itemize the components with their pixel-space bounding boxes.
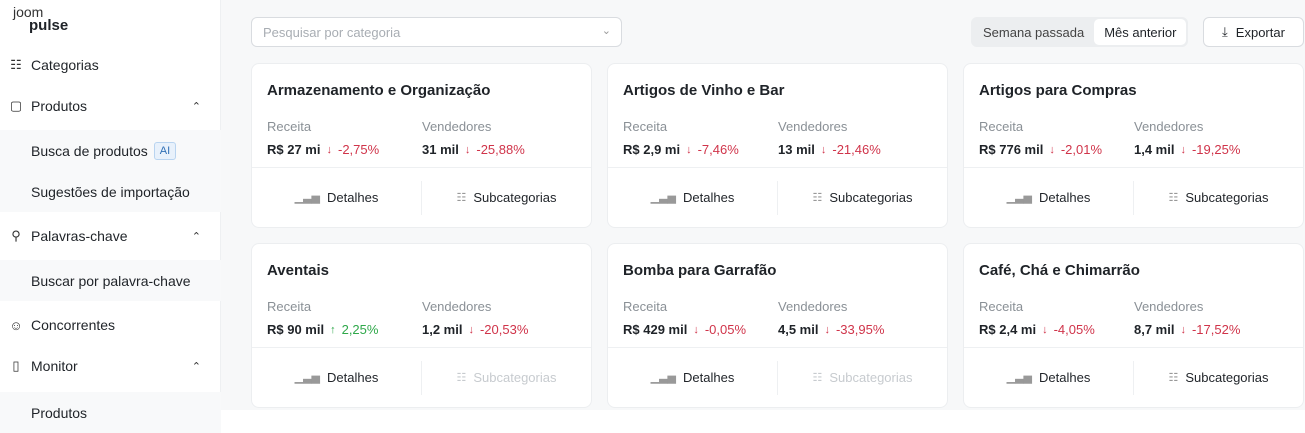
sidebar-item-produtos[interactable]: ▢ Produtos ⌃ — [9, 98, 201, 114]
card-title: Bomba para Garrafão — [623, 262, 777, 279]
user-icon: ☺ — [9, 317, 23, 333]
arrow-down-icon: ↓ — [824, 323, 830, 336]
sidebar: joom pulse ☷ Categorias ▢ Produtos ⌃ Busca d… — [0, 0, 221, 433]
subcategories-button[interactable]: ☷ Subcategorias — [777, 360, 947, 395]
category-card: Bomba para Garrafão Receita R$ 429 mil ↓ -… — [607, 243, 948, 408]
arrow-down-icon: ↓ — [326, 143, 332, 156]
revenue-metric: Receita R$ 27 mi ↓ -2,75% — [267, 119, 380, 157]
period-toggle: Semana passada Mês anterior — [971, 17, 1189, 47]
grid-icon: ☷ — [812, 192, 823, 204]
details-button[interactable]: ▁▃▅ Detalhes — [650, 190, 735, 205]
card-title: Aventais — [267, 262, 329, 279]
subcategories-button[interactable]: ☷ Subcategorias — [1133, 360, 1303, 395]
sellers-metric: Vendedores 4,5 mil ↓ -33,95% — [778, 299, 885, 337]
arrow-down-icon: ↓ — [686, 143, 692, 156]
grid-icon: ☷ — [1168, 372, 1179, 384]
download-icon: ⤓ — [1222, 24, 1228, 39]
bar-chart-icon: ▁▃▅ — [650, 372, 677, 384]
sidebar-item-monitor-produtos[interactable]: Produtos — [0, 392, 221, 433]
details-button[interactable]: ▁▃▅ Detalhes — [1006, 190, 1091, 205]
sellers-metric: Vendedores 1,2 mil ↓ -20,53% — [422, 299, 529, 337]
bookmark-icon: ▯ — [12, 358, 20, 373]
bar-chart-icon: ▁▃▅ — [294, 192, 321, 204]
category-card: Aventais Receita R$ 90 mil ↑ 2,25% Vendedo… — [251, 243, 592, 408]
details-button[interactable]: ▁▃▅ Detalhes — [650, 370, 735, 385]
logo[interactable]: joom pulse — [13, 4, 69, 34]
category-card: Artigos para Compras Receita R$ 776 mil ↓… — [963, 63, 1304, 228]
category-card: Artigos de Vinho e Bar Receita R$ 2,9 mi… — [607, 63, 948, 228]
sidebar-item-sugestoes[interactable]: Sugestões de importação — [0, 171, 221, 212]
arrow-down-icon: ↓ — [468, 323, 474, 336]
chevron-up-icon: ⌃ — [191, 360, 201, 373]
sidebar-item-busca-de-produtos[interactable]: Busca de produtos AI — [0, 130, 221, 171]
grid-icon: ☷ — [1168, 192, 1179, 204]
subcategories-button[interactable]: ☷ Subcategorias — [421, 360, 591, 395]
sellers-metric: Vendedores 1,4 mil ↓ -19,25% — [1134, 119, 1241, 157]
chevron-up-icon: ⌃ — [191, 230, 201, 243]
period-semana-passada[interactable]: Semana passada — [983, 25, 1085, 40]
main: Pesquisar por categoria ⌄ Semana passada … — [221, 0, 1305, 410]
sellers-metric: Vendedores 13 mil ↓ -21,46% — [778, 119, 881, 157]
arrow-down-icon: ↓ — [1049, 143, 1055, 156]
export-button[interactable]: ⤓ Exportar — [1203, 17, 1304, 47]
details-button[interactable]: ▁▃▅ Detalhes — [294, 190, 379, 205]
search-icon: ⚲ — [11, 228, 21, 243]
period-mes-anterior[interactable]: Mês anterior — [1094, 19, 1187, 45]
sellers-metric: Vendedores 31 mil ↓ -25,88% — [422, 119, 525, 157]
grid-icon: ☷ — [456, 192, 467, 204]
sidebar-item-categorias[interactable]: ☷ Categorias — [10, 57, 99, 73]
sellers-metric: Vendedores 8,7 mil ↓ -17,52% — [1134, 299, 1241, 337]
arrow-down-icon: ↓ — [820, 143, 827, 156]
card-title: Artigos de Vinho e Bar — [623, 82, 785, 99]
sidebar-item-palavras-chave[interactable]: ⚲ Palavras-chave ⌃ — [0, 216, 221, 256]
bag-icon: ▢ — [9, 98, 23, 113]
chevron-up-icon: ⌃ — [191, 100, 201, 113]
sidebar-item-monitor[interactable]: ▯ Monitor ⌃ — [0, 346, 221, 386]
sidebar-item-concorrentes[interactable]: ☺ Concorrentes — [9, 317, 116, 333]
sitemap-icon: ☷ — [10, 57, 22, 72]
arrow-down-icon: ↓ — [693, 323, 699, 336]
subcategories-button[interactable]: ☷ Subcategorias — [777, 180, 947, 215]
revenue-metric: Receita R$ 776 mil ↓ -2,01% — [979, 119, 1103, 157]
bar-chart-icon: ▁▃▅ — [294, 372, 321, 384]
arrow-down-icon: ↓ — [1180, 323, 1186, 336]
revenue-metric: Receita R$ 90 mil ↑ 2,25% — [267, 299, 379, 337]
category-card: Café, Chá e Chimarrão Receita R$ 2,4 mi ↓… — [963, 243, 1304, 408]
bar-chart-icon: ▁▃▅ — [1006, 192, 1033, 204]
category-card: Armazenamento e Organização Receita R$ 2… — [251, 63, 592, 228]
card-title: Artigos para Compras — [979, 82, 1137, 99]
grid-icon: ☷ — [456, 372, 467, 384]
revenue-metric: Receita R$ 429 mil ↓ -0,05% — [623, 299, 747, 337]
bar-chart-icon: ▁▃▅ — [650, 192, 677, 204]
sidebar-item-buscar-palavra[interactable]: Buscar por palavra-chave — [0, 260, 221, 301]
arrow-down-icon: ↓ — [464, 143, 471, 156]
subcategories-button[interactable]: ☷ Subcategorias — [1133, 180, 1303, 215]
bar-chart-icon: ▁▃▅ — [1006, 372, 1033, 384]
arrow-down-icon: ↓ — [1042, 323, 1048, 336]
details-button[interactable]: ▁▃▅ Detalhes — [294, 370, 379, 385]
revenue-metric: Receita R$ 2,9 mi ↓ -7,46% — [623, 119, 739, 157]
subcategories-button[interactable]: ☷ Subcategorias — [421, 180, 591, 215]
details-button[interactable]: ▁▃▅ Detalhes — [1006, 370, 1091, 385]
arrow-down-icon: ↓ — [1180, 143, 1186, 156]
arrow-up-icon: ↑ — [330, 323, 336, 336]
grid-icon: ☷ — [812, 372, 823, 384]
card-title: Armazenamento e Organização — [267, 82, 491, 99]
revenue-metric: Receita R$ 2,4 mi ↓ -4,05% — [979, 299, 1095, 337]
chevron-down-icon: ⌄ — [601, 25, 611, 37]
category-search-select[interactable]: Pesquisar por categoria ⌄ — [251, 17, 622, 47]
ai-badge: AI — [153, 141, 177, 160]
card-title: Café, Chá e Chimarrão — [979, 262, 1140, 279]
